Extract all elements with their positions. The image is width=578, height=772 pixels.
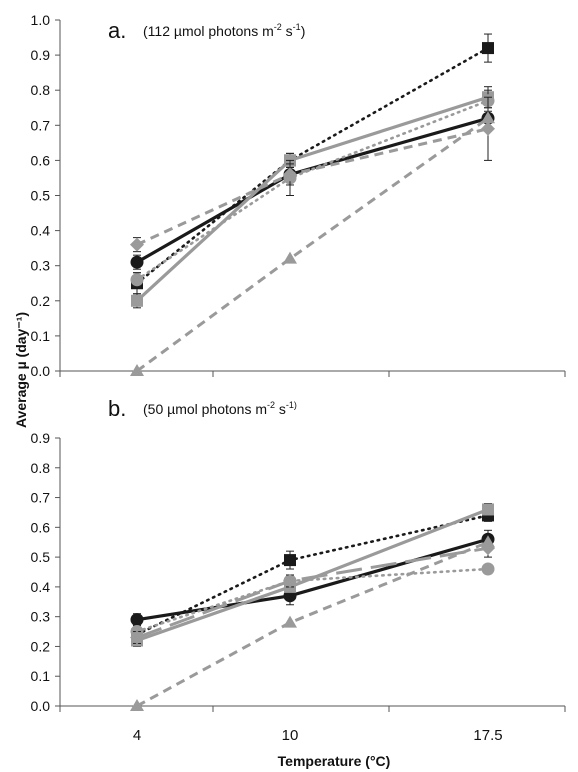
panel-b-series-3-line	[136, 507, 489, 642]
panel-a-series-6	[130, 111, 495, 376]
panel-a-series-2	[130, 107, 495, 270]
panel-a-y-tick-label: 0.6	[31, 152, 51, 168]
panel-a-series-3-line	[135, 95, 489, 302]
panel-b-x-tick-label: 10	[282, 727, 299, 744]
panel-b-series-5-line	[136, 546, 489, 639]
panel-b-series-3	[131, 503, 494, 647]
panel-b-series-6-point	[130, 699, 144, 711]
panel-a-annotation: (112 µmol photons m-2 s-1)	[143, 22, 305, 39]
panel-a-series-2-point	[130, 255, 144, 269]
x-axis-title: Temperature (°C)	[278, 753, 391, 769]
panel-b-series-6-line	[136, 540, 489, 708]
panel-a-series-5-point	[130, 237, 144, 252]
panel-b-x-tick-label: 17.5	[473, 727, 502, 744]
panel-a-series-5-point	[481, 121, 495, 136]
panel-a-y-tick-label: 1.0	[31, 12, 51, 28]
y-axis-title: Average µ (day⁻¹)	[13, 312, 29, 428]
panel-a-y-tick-label: 0.5	[31, 188, 51, 204]
panel-a-label: a.	[108, 18, 126, 43]
panel-b-y-tick-label: 0.0	[31, 698, 51, 714]
panel-b-series-4-point	[481, 562, 495, 576]
panel-b-annotation: (50 µmol photons m-2 s-1)	[143, 400, 297, 417]
panel-b-y-tick-label: 0.7	[31, 490, 51, 506]
panel-b-y-tick-label: 0.6	[31, 519, 51, 535]
panel-a-y-tick-label: 0.7	[31, 117, 51, 133]
panel-b: 0.0 0.1 0.2 0.3 0.4 0.5 0.6 0.7 0.8 0.9 4 10 17.5 b. (…	[31, 396, 566, 744]
panel-a-series-5	[130, 96, 495, 253]
panel-b-label: b.	[108, 396, 126, 421]
panel-b-y-tick-label: 0.5	[31, 549, 51, 565]
panel-a-y-tick-label: 0.1	[31, 328, 51, 344]
panel-a-series-5-point	[283, 167, 297, 182]
panel-b-series-1-point	[284, 554, 296, 567]
panel-b-series-6-point	[481, 535, 495, 548]
panel-b-y-tick-label: 0.1	[31, 668, 51, 684]
panel-b-y-tick-label: 0.2	[31, 638, 51, 654]
panel-b-series-3-point	[482, 503, 494, 516]
panel-a-y-tick-label: 0.8	[31, 82, 51, 98]
panel-b-series-6	[130, 535, 495, 711]
panel-b-series-6-point	[283, 615, 297, 628]
panel-a-series-1-point	[482, 42, 494, 55]
panel-a-series-6-point	[130, 364, 144, 376]
panel-a-y-tick-label: 0.4	[31, 223, 51, 239]
panel-a: 0.0 0.1 0.2 0.3 0.4 0.5 0.6 0.7 0.8 0.9 1.0 a. (112 …	[31, 12, 566, 379]
panel-a-y-tick-label: 0.3	[31, 258, 51, 274]
panel-a-series-6-line	[136, 117, 489, 373]
panel-b-series-2-point	[130, 613, 144, 627]
panel-b-x-tick-label: 4	[133, 727, 141, 744]
panel-a-series-6-point	[283, 251, 297, 264]
panel-b-y-tick-label: 0.3	[31, 609, 51, 625]
panel-a-series-4-point	[130, 273, 144, 287]
panel-a-series-3-point	[131, 294, 143, 307]
panel-b-y-tick-label: 0.4	[31, 579, 51, 595]
panel-a-series-6-point	[481, 111, 495, 124]
panel-b-y-tick-label: 0.9	[31, 430, 51, 446]
panel-a-series-1-line	[135, 46, 490, 285]
panel-a-y-tick-label: 0.2	[31, 293, 51, 309]
panel-b-series-4-line	[135, 567, 490, 633]
panel-b-series-5-point	[283, 573, 297, 588]
panel-b-series-4	[130, 562, 495, 639]
panel-b-y-tick-label: 0.8	[31, 460, 51, 476]
panel-b-series-5-point	[130, 630, 144, 645]
panel-a-y-tick-label: 0.0	[31, 363, 51, 379]
panel-b-series-5	[130, 538, 495, 645]
panel-a-y-tick-label: 0.9	[31, 47, 51, 63]
